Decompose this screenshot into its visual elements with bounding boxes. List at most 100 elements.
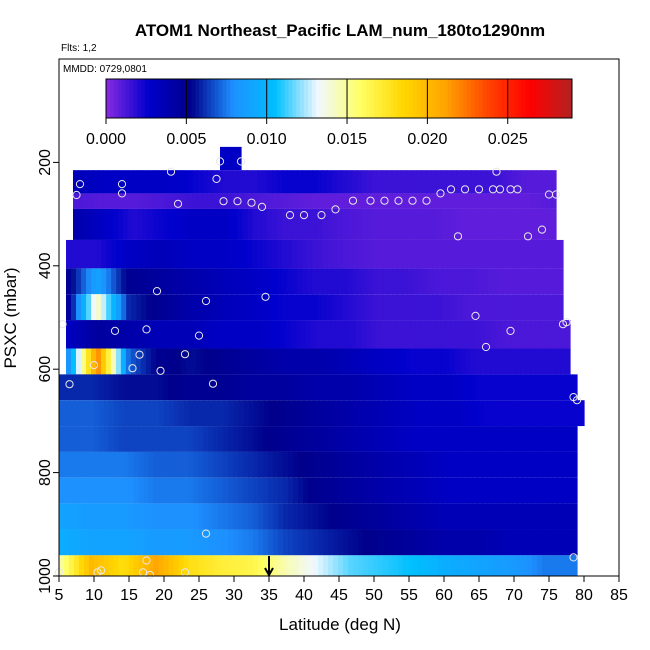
heatmap-cell — [90, 320, 97, 349]
heatmap-cell — [112, 170, 119, 194]
observation-point — [219, 197, 228, 206]
heatmap-cell — [237, 170, 243, 194]
heatmap-cell — [118, 529, 125, 556]
heatmap-cell — [482, 239, 489, 269]
heatmap-cell — [59, 477, 65, 504]
x-tick-label: 60 — [435, 587, 453, 604]
heatmap-cell — [505, 320, 511, 349]
heatmap-cell — [151, 239, 157, 269]
heatmap-cell — [114, 400, 120, 427]
heatmap-cell — [426, 208, 433, 240]
heatmap-cell — [512, 239, 519, 269]
heatmap-cell — [175, 320, 182, 349]
heatmap-cell — [452, 503, 459, 530]
heatmap-cell — [552, 503, 558, 530]
heatmap-cell — [248, 529, 254, 556]
heatmap-cell — [460, 320, 466, 349]
heatmap-cell — [116, 294, 122, 321]
heatmap-cell — [222, 208, 228, 240]
heatmap-cell — [93, 477, 100, 504]
heatmap-cell — [63, 374, 70, 401]
heatmap-cell — [502, 477, 508, 504]
heatmap-cell — [377, 555, 384, 576]
heatmap-cell — [189, 400, 195, 427]
heatmap-cell — [387, 529, 394, 556]
heatmap-cell — [407, 294, 413, 321]
heatmap-cell — [495, 320, 501, 349]
heatmap-cell — [447, 451, 454, 478]
heatmap-cell — [347, 426, 354, 452]
heatmap-cell — [545, 348, 551, 375]
heatmap-cell — [522, 426, 528, 452]
heatmap-cell — [557, 529, 563, 556]
observation-point — [156, 366, 165, 375]
heatmap-cell — [502, 426, 508, 452]
heatmap-cell — [425, 348, 431, 375]
heatmap-cell — [257, 193, 263, 209]
heatmap-cell — [244, 400, 250, 427]
heatmap-cell — [397, 477, 404, 504]
heatmap-cell — [437, 555, 444, 576]
heatmap-cell — [182, 208, 189, 240]
heatmap-cell — [447, 294, 454, 321]
heatmap-cell — [101, 268, 107, 295]
heatmap-cell — [542, 426, 548, 452]
heatmap-cell — [435, 348, 441, 375]
heatmap-cell — [275, 348, 282, 375]
heatmap-cell — [370, 348, 376, 375]
heatmap-cell — [501, 170, 507, 194]
heatmap-cell — [205, 348, 212, 375]
heatmap-cell — [510, 320, 516, 349]
heatmap-cell — [511, 208, 517, 240]
heatmap-cell — [106, 294, 112, 321]
heatmap-cell — [88, 503, 95, 530]
heatmap-cell — [407, 374, 414, 401]
heatmap-cell — [251, 239, 258, 269]
heatmap-cell — [337, 294, 343, 321]
heatmap-cell — [492, 503, 498, 530]
heatmap-cell — [396, 193, 403, 209]
heatmap-cell — [319, 400, 325, 427]
heatmap-cell — [542, 374, 548, 401]
heatmap-cell — [330, 320, 337, 349]
heatmap-cell — [412, 555, 419, 576]
heatmap-cell — [118, 477, 125, 504]
heatmap-cell — [380, 348, 386, 375]
heatmap-cell — [226, 294, 233, 321]
heatmap-cell — [552, 294, 559, 321]
heatmap-cell — [354, 400, 360, 427]
heatmap-cell — [313, 374, 319, 401]
heatmap-cell — [461, 193, 467, 209]
heatmap-cell — [169, 400, 175, 427]
heatmap-cell — [233, 555, 239, 576]
heatmap-cell — [391, 208, 398, 240]
heatmap-cell — [456, 208, 462, 240]
heatmap-cell — [446, 193, 453, 209]
heatmap-cell — [439, 400, 445, 427]
heatmap-cell — [290, 348, 297, 375]
observation-point — [481, 342, 491, 352]
heatmap-cell — [574, 400, 580, 427]
colorbar-segment — [401, 79, 406, 118]
heatmap-cell — [297, 208, 303, 240]
heatmap-cell — [129, 400, 135, 427]
heatmap-cell — [181, 268, 188, 295]
heatmap-cell — [92, 193, 99, 209]
heatmap-cell — [517, 529, 523, 556]
heatmap-cell — [158, 374, 165, 401]
heatmap-cell — [221, 268, 228, 295]
heatmap-cell — [246, 239, 253, 269]
heatmap-cell — [236, 239, 243, 269]
heatmap-cell — [502, 268, 509, 295]
heatmap-cell — [412, 239, 419, 269]
heatmap-cell — [238, 374, 244, 401]
heatmap-cell — [175, 348, 182, 375]
heatmap-cell — [322, 529, 329, 556]
heatmap-cell — [156, 268, 162, 295]
heatmap-cell — [531, 193, 537, 209]
heatmap-cell — [283, 426, 289, 452]
heatmap-cell — [83, 451, 90, 478]
heatmap-cell — [137, 193, 144, 209]
heatmap-cell — [492, 268, 499, 295]
heatmap-cell — [203, 555, 210, 576]
